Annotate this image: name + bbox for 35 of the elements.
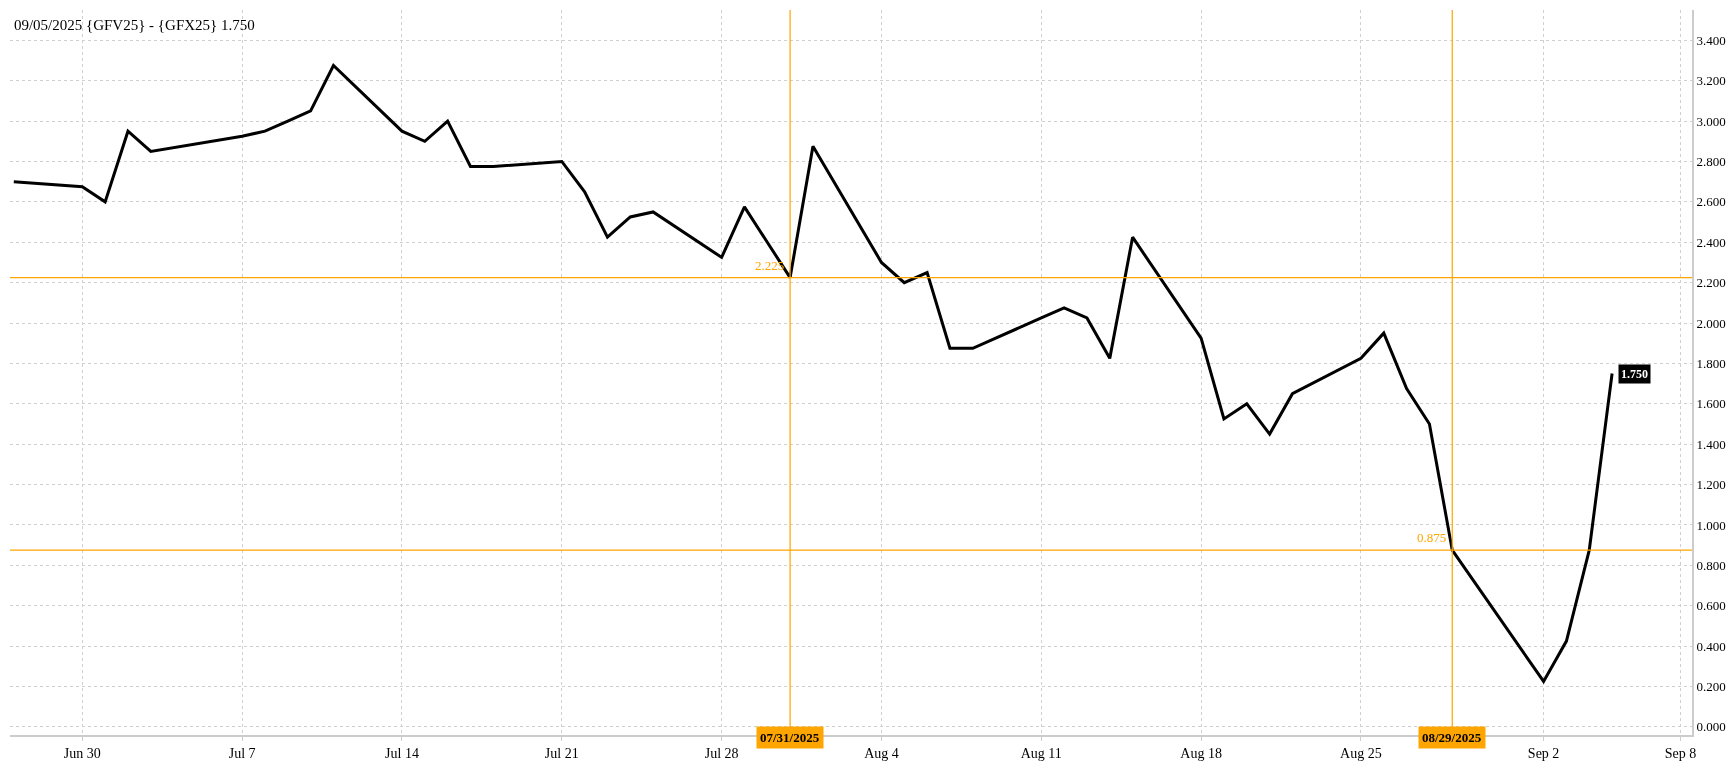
x-tick-label: Jul 21 <box>544 745 579 761</box>
y-tick-label: 2.200 <box>1696 275 1726 291</box>
y-tick-label: 0.200 <box>1696 679 1726 695</box>
y-tick-label: 0.400 <box>1696 638 1726 654</box>
y-tick-label: 1.800 <box>1696 355 1726 371</box>
ref-line-label: 07/31/2025 <box>760 730 820 745</box>
x-tick-label: Jul 28 <box>704 745 739 761</box>
x-tick-label: Sep 8 <box>1664 745 1697 761</box>
y-tick-label: 0.600 <box>1696 598 1726 614</box>
x-tick-label: Aug 18 <box>1180 745 1222 761</box>
y-tick-label: 2.800 <box>1696 154 1726 170</box>
line-series <box>12 64 1614 683</box>
x-tick-label: Aug 11 <box>1020 745 1062 761</box>
y-tick-label: 1.200 <box>1696 477 1726 493</box>
x-tick-label: Aug 25 <box>1340 745 1382 761</box>
y-tick-label: 2.600 <box>1696 194 1726 210</box>
x-tick-label: Jul 14 <box>385 745 419 761</box>
y-tick-label: 2.400 <box>1696 234 1726 250</box>
chart-title: 09/05/2025 {GFV25} - {GFX25} 1.750 <box>13 16 255 33</box>
x-tick-label: Jul 7 <box>228 745 256 761</box>
data-label: 1.750 <box>1621 367 1648 381</box>
y-tick-label: 0.800 <box>1696 557 1726 573</box>
ref-line-label: 08/29/2025 <box>1422 730 1482 745</box>
x-tick-label: Sep 2 <box>1527 745 1560 761</box>
x-tick-label: Aug 4 <box>864 745 899 761</box>
y-tick-label: 1.400 <box>1696 436 1726 452</box>
y-tick-label: 2.000 <box>1696 315 1726 331</box>
y-tick-label: 1.600 <box>1696 396 1726 412</box>
y-tick-label: 3.400 <box>1696 32 1726 48</box>
y-tick-label: 0.000 <box>1696 719 1726 735</box>
y-tick-label: 1.000 <box>1696 517 1726 533</box>
y-tick-label: 3.200 <box>1696 73 1726 89</box>
ref-line-label: 0.875 <box>1417 530 1447 545</box>
y-tick-label: 3.000 <box>1696 113 1726 129</box>
x-tick-label: Jun 30 <box>63 745 101 761</box>
